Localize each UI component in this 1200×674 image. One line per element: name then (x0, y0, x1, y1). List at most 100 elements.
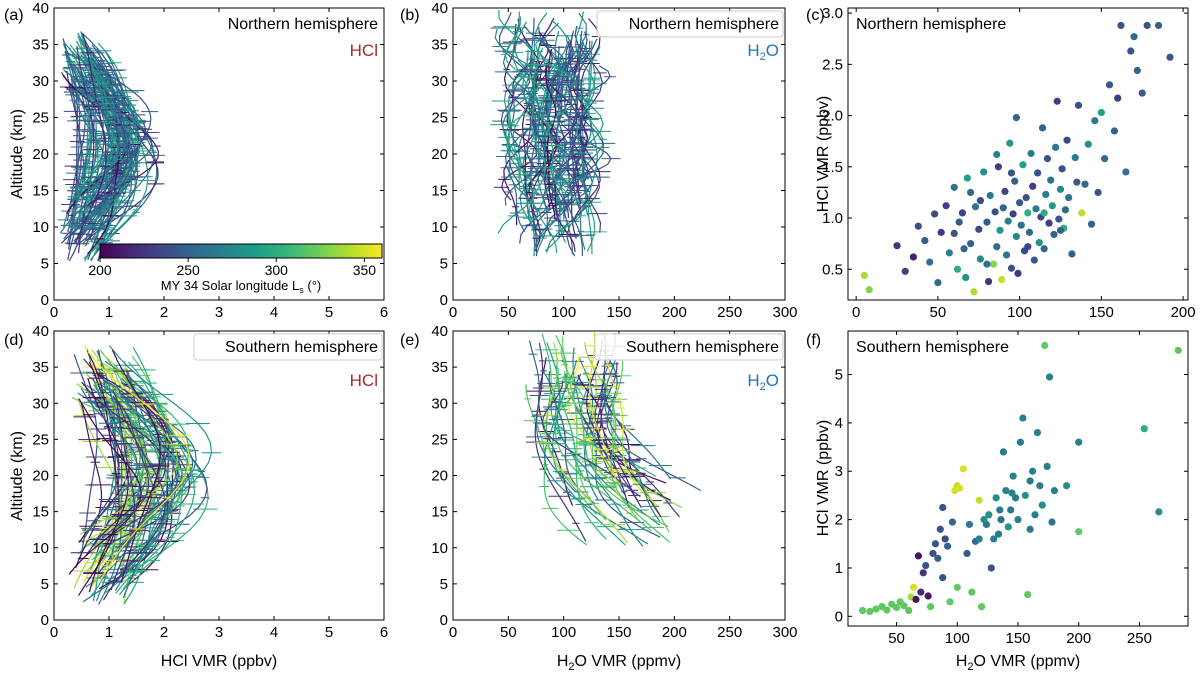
x-tick-label: 50 (500, 304, 517, 321)
scatter-point (1105, 81, 1114, 89)
scatter-point (980, 168, 988, 176)
colorbar-gradient (99, 243, 383, 259)
panel-label-b: (b) (400, 7, 420, 24)
scatter-point (929, 549, 937, 558)
scatter-point (1051, 143, 1060, 151)
scatter-point (1028, 467, 1037, 475)
x-tick-label: 200 (1171, 304, 1196, 321)
scatter-point (1097, 108, 1105, 117)
panel-label-a: (a) (4, 7, 24, 24)
scatter-point (989, 260, 998, 268)
region-title-d: Southern hemisphere (225, 339, 378, 356)
y-tick-label: 20 (431, 146, 448, 163)
region-title-e: Southern hemisphere (626, 339, 779, 356)
scatter-point (865, 286, 873, 294)
scatter-point (996, 226, 1004, 234)
scatter-point (1034, 169, 1042, 177)
scatter-point (950, 229, 958, 238)
y-tick-label: 20 (431, 468, 448, 485)
x-tick-label: 300 (772, 304, 797, 321)
scatter-point (984, 277, 993, 286)
x-tick-label: 100 (551, 624, 576, 641)
y-tick-label: 40 (32, 0, 49, 17)
y-tick-label: 20 (32, 146, 49, 163)
scatter-point (953, 265, 962, 273)
scatter-point (1033, 428, 1042, 437)
scatter-point (1026, 525, 1034, 533)
y-tick-label: 25 (431, 431, 448, 448)
scatter-point (936, 525, 944, 533)
scatter-point (942, 202, 950, 210)
panel-label-c: (c) (806, 7, 825, 24)
ylabel-f: HCl VMR (ppbv) (815, 420, 832, 536)
profile-curve (584, 342, 683, 509)
scatter-point (966, 188, 975, 197)
scatter-point (1002, 251, 1011, 259)
scatter-point (993, 150, 1001, 159)
panel-b: 0 50 100 150 200 250 300 0 5 10 15 20 25 30 35 40 (b) N… (400, 0, 798, 321)
y-tick-label: 5 (440, 256, 448, 273)
scatter-point (956, 484, 964, 492)
y-tick-label: 5 (41, 256, 49, 273)
scatter-point (1024, 209, 1032, 217)
y-tick-label: 25 (431, 110, 448, 127)
y-tick-label: 0 (440, 292, 448, 309)
scatter-point (1050, 486, 1059, 495)
y-tick-label: 3 (835, 463, 843, 480)
scatter-point (1011, 177, 1019, 185)
x-tick-label: 0 (50, 624, 58, 641)
scatter-point (921, 236, 929, 245)
x-tick-label: 2 (160, 304, 168, 321)
y-tick-label: 4 (835, 415, 843, 432)
x-tick-label: 0 (449, 304, 457, 321)
scatter-point (1061, 206, 1070, 214)
scatter-point (926, 258, 934, 266)
x-tick-label: 1 (105, 624, 113, 641)
x-tick-label: 150 (606, 304, 631, 321)
scatter-point (1130, 33, 1138, 41)
scatter-point (909, 253, 917, 261)
y-tick-label: 40 (431, 323, 448, 340)
x-tick-label: 200 (1066, 630, 1091, 647)
x-tick-label: 100 (551, 304, 576, 321)
y-tick-label: 40 (431, 0, 448, 17)
x-tick-label: 5 (325, 304, 333, 321)
ylabel-d: Altitude (km) (9, 431, 26, 521)
scatter-point (1024, 590, 1032, 599)
scatter-point (1048, 518, 1056, 526)
scatter-point (858, 606, 867, 615)
scatter-point (1016, 438, 1025, 446)
scatter-point (965, 520, 974, 529)
scatter-point (994, 530, 1003, 538)
scatter-point (970, 288, 978, 296)
scatter-point (883, 606, 891, 614)
species-label-b: H2O (747, 41, 779, 63)
scatter-point (1101, 155, 1109, 163)
scatter-point (1007, 506, 1015, 514)
scatter-point (1068, 250, 1076, 258)
scatter-point (1030, 256, 1038, 264)
region-title-box-d (193, 333, 383, 361)
scatter-point (1071, 153, 1079, 162)
scatter-point (1075, 528, 1083, 536)
ylabel-c: HCl VMR (ppbv) (815, 96, 832, 212)
scatter-point (994, 163, 1002, 171)
y-tick-label: 15 (32, 504, 49, 521)
scatter-point (968, 588, 976, 596)
y-tick-label: 1 (835, 560, 843, 577)
y-tick-label: 0 (41, 612, 49, 629)
scatter-point (1094, 188, 1102, 197)
scatter-point (1009, 472, 1017, 480)
scatter-point (1012, 114, 1020, 122)
scatter-point (922, 561, 930, 570)
y-tick-label: 2.0 (822, 108, 843, 125)
x-tick-label: 200 (662, 624, 687, 641)
x-tick-label: 3 (215, 304, 223, 321)
x-tick-label: 250 (717, 624, 742, 641)
panel-e: 0 50 100 150 200 250 300 0 5 10 15 20 25 30 35 40 (e) S… (400, 323, 798, 673)
scatter-point (977, 603, 986, 611)
region-title-box-e (594, 333, 784, 361)
scatter-point (937, 228, 945, 236)
scatter-point (1140, 425, 1148, 433)
scatter-point (959, 465, 967, 473)
